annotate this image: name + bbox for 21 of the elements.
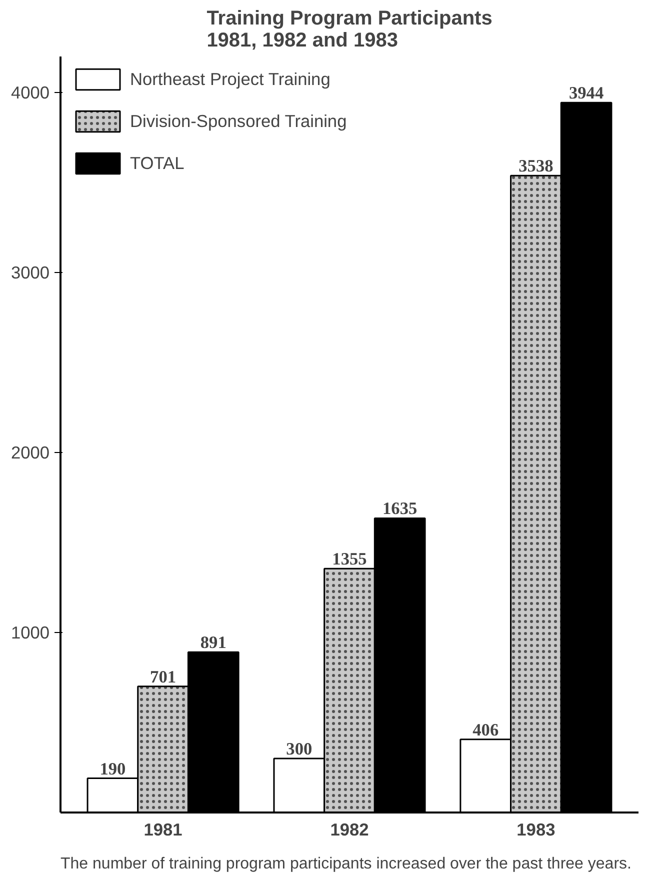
y-tick-label: 3000 [10, 262, 50, 282]
x-tick-label: 1982 [330, 820, 369, 840]
legend-label: Division-Sponsored Training [130, 110, 347, 132]
data-label: 1355 [332, 550, 368, 569]
legend-label: TOTAL [130, 152, 184, 174]
chart-title: Training Program Participants 1981, 1982 and 1983 [206, 8, 492, 52]
data-label: 190 [100, 759, 126, 778]
data-label: 406 [472, 720, 499, 740]
text: The number of training program participants increased over the past three years. [60, 856, 632, 872]
y-tick-label: 1000 [10, 622, 50, 642]
x-tick-label: 1981 [144, 820, 183, 840]
data-label: 1635 [382, 499, 418, 518]
data-label: 891 [200, 633, 226, 652]
data-label: 3538 [518, 156, 554, 176]
legend-label: Northeast Project Training [130, 68, 330, 90]
data-label: 300 [286, 740, 312, 758]
data-label: 3944 [568, 84, 604, 103]
y-tick-label: 4000 [10, 82, 50, 102]
x-tick-label: 1983 [516, 820, 556, 840]
y-tick-label: 2000 [10, 442, 50, 462]
data-label: 701 [150, 667, 176, 686]
